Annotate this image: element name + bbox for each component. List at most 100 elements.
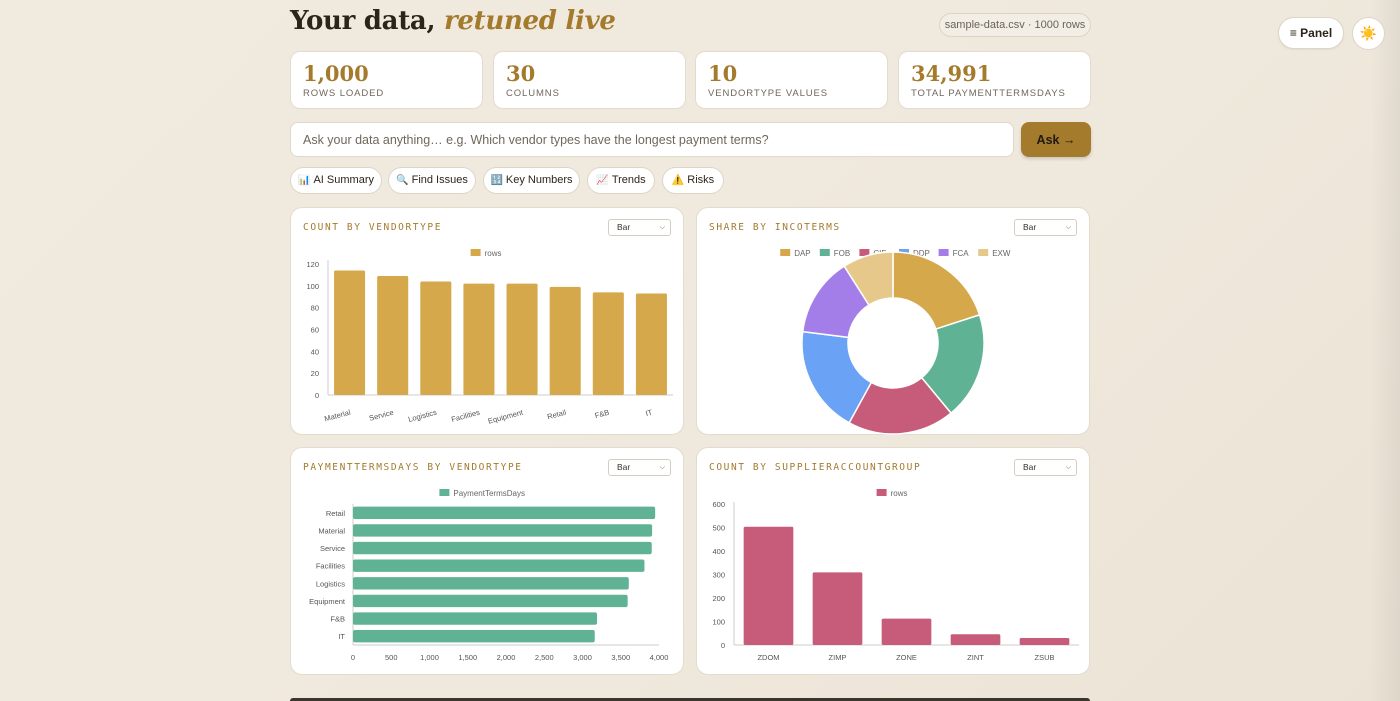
bar [353, 612, 598, 625]
y-tick-label: 100 [306, 282, 319, 291]
legend-swatch [470, 249, 481, 256]
stat-label: TOTAL PAYMENTTERMSDAYS [911, 88, 1066, 99]
select-value: Bar [1023, 222, 1037, 232]
stat-card-columns: 30 COLUMNS [493, 51, 686, 109]
panel-button[interactable]: ≡ Panel [1278, 17, 1344, 49]
y-tick-label: 120 [306, 260, 319, 269]
y-tick-label: Facilities [316, 562, 345, 571]
chip-ai-summary[interactable]: 📊 AI Summary [290, 167, 382, 194]
bar [506, 283, 538, 395]
bar [549, 286, 581, 395]
bar [812, 572, 863, 645]
y-tick-label: 400 [712, 547, 725, 556]
x-tick-label: 3,000 [573, 653, 592, 662]
bar [743, 526, 794, 645]
chevron-down-icon: ⌵ [659, 464, 665, 471]
bar [881, 618, 932, 645]
y-tick-label: 80 [311, 304, 319, 313]
x-tick-label: ZSUB [1034, 653, 1054, 662]
vendortype-bar-chart: rows 0 20 40 60 80 100 120 Material Service Logist… [306, 249, 673, 426]
chart-title: COUNT BY VENDORTYPE [303, 222, 443, 233]
stat-label: ROWS LOADED [303, 88, 385, 99]
chart-card-vendortype-count: COUNT BY VENDORTYPE Bar ⌵ rows 0 20 40 60 80 10… [290, 207, 684, 435]
legend-label: rows [485, 249, 502, 258]
x-tick-label: Material [323, 408, 351, 424]
bottom-bar [290, 698, 1090, 701]
legend-swatch [938, 249, 949, 256]
x-tick-label: 500 [385, 653, 398, 662]
y-tick-label: F&B [330, 615, 345, 624]
stat-label: COLUMNS [506, 88, 560, 99]
y-tick-label: Logistics [316, 579, 345, 588]
legend-swatch [819, 249, 830, 256]
x-tick-label: Equipment [487, 407, 525, 425]
ask-button[interactable]: Ask → [1021, 122, 1091, 157]
chip-find-issues[interactable]: 🔍 Find Issues [388, 167, 476, 194]
bar [353, 630, 595, 643]
legend-label: rows [891, 489, 908, 498]
chart-card-paymentterms: PAYMENTTERMSDAYS BY VENDORTYPE Bar ⌵ Paym… [290, 447, 684, 675]
chart-type-select[interactable]: Bar ⌵ [1014, 459, 1077, 476]
bar [635, 293, 667, 395]
x-tick-label: 3,500 [611, 653, 630, 662]
legend-label: FOB [834, 249, 850, 258]
chip-trends[interactable]: 📈 Trends [587, 167, 655, 194]
title-main: Your data, [290, 6, 436, 36]
chevron-down-icon: ⌵ [1065, 464, 1071, 471]
chart-type-select[interactable]: Bar ⌵ [608, 219, 671, 236]
y-tick-label: Retail [326, 509, 346, 518]
y-tick-label: 200 [712, 594, 725, 603]
x-tick-label: Service [368, 408, 394, 423]
chip-risks[interactable]: ⚠️ Risks [662, 167, 724, 194]
x-tick-label: Retail [546, 408, 567, 422]
chart-type-select[interactable]: Bar ⌵ [608, 459, 671, 476]
bar [334, 270, 366, 395]
x-tick-label: Logistics [407, 408, 438, 424]
chip-key-numbers[interactable]: 🔢 Key Numbers [483, 167, 580, 194]
stat-value: 10 [708, 61, 738, 86]
bar [353, 559, 645, 572]
stat-label: VENDORTYPE VALUES [708, 88, 829, 99]
chip-label: AI Summary [313, 174, 374, 186]
y-tick-label: 60 [311, 326, 319, 335]
chart-title: PAYMENTTERMSDAYS BY VENDORTYPE [303, 462, 523, 473]
y-tick-label: 300 [712, 571, 725, 580]
stat-value: 1,000 [303, 61, 369, 86]
bar [1019, 637, 1070, 645]
bar [377, 276, 409, 395]
sun-icon[interactable]: ☀️ [1352, 17, 1385, 50]
x-tick-label: IT [645, 408, 654, 419]
bar [353, 577, 629, 590]
x-tick-label: 0 [351, 653, 355, 662]
legend-swatch [859, 249, 870, 256]
y-tick-label: 20 [311, 369, 319, 378]
legend-label: FCA [953, 249, 970, 258]
chip-label: Risks [687, 174, 715, 186]
y-tick-label: IT [338, 632, 345, 641]
y-tick-label: Service [320, 544, 345, 553]
x-tick-label: 1,500 [458, 653, 477, 662]
trend-chart-icon: 📈 [596, 175, 609, 186]
x-tick-label: ZONE [896, 653, 917, 662]
magnifier-icon: 🔍 [396, 175, 409, 186]
legend-label: PaymentTermsDays [453, 489, 525, 498]
x-tick-label: F&B [594, 408, 610, 420]
stat-card-rows: 1,000 ROWS LOADED [290, 51, 483, 109]
x-tick-label: 2,500 [535, 653, 554, 662]
chart-type-select[interactable]: Bar ⌵ [1014, 219, 1077, 236]
y-tick-label: Material [318, 526, 345, 535]
x-tick-label: 2,000 [497, 653, 516, 662]
bar [950, 634, 1001, 645]
bar [463, 283, 495, 395]
chevron-down-icon: ⌵ [1065, 224, 1071, 231]
chart-card-supplieraccountgroup: COUNT BY SUPPLIERACCOUNTGROUP Bar ⌵ rows 0… [696, 447, 1090, 675]
stat-value: 30 [506, 61, 536, 86]
paymentterms-hbar-chart: PaymentTermsDays 0 500 1,000 1,500 2,000 2,500… [309, 489, 669, 662]
chart-card-incoterms-share: SHARE BY INCOTERMS Bar⌵ DAPFOBCIFDDPFCAE… [696, 207, 1090, 435]
x-tick-label: 4,000 [650, 653, 669, 662]
ask-input[interactable] [290, 122, 1014, 157]
legend-swatch [876, 489, 887, 496]
stat-card-paymentterms: 34,991 TOTAL PAYMENTTERMSDAYS [898, 51, 1091, 109]
bar [353, 594, 628, 608]
bar [353, 506, 656, 519]
